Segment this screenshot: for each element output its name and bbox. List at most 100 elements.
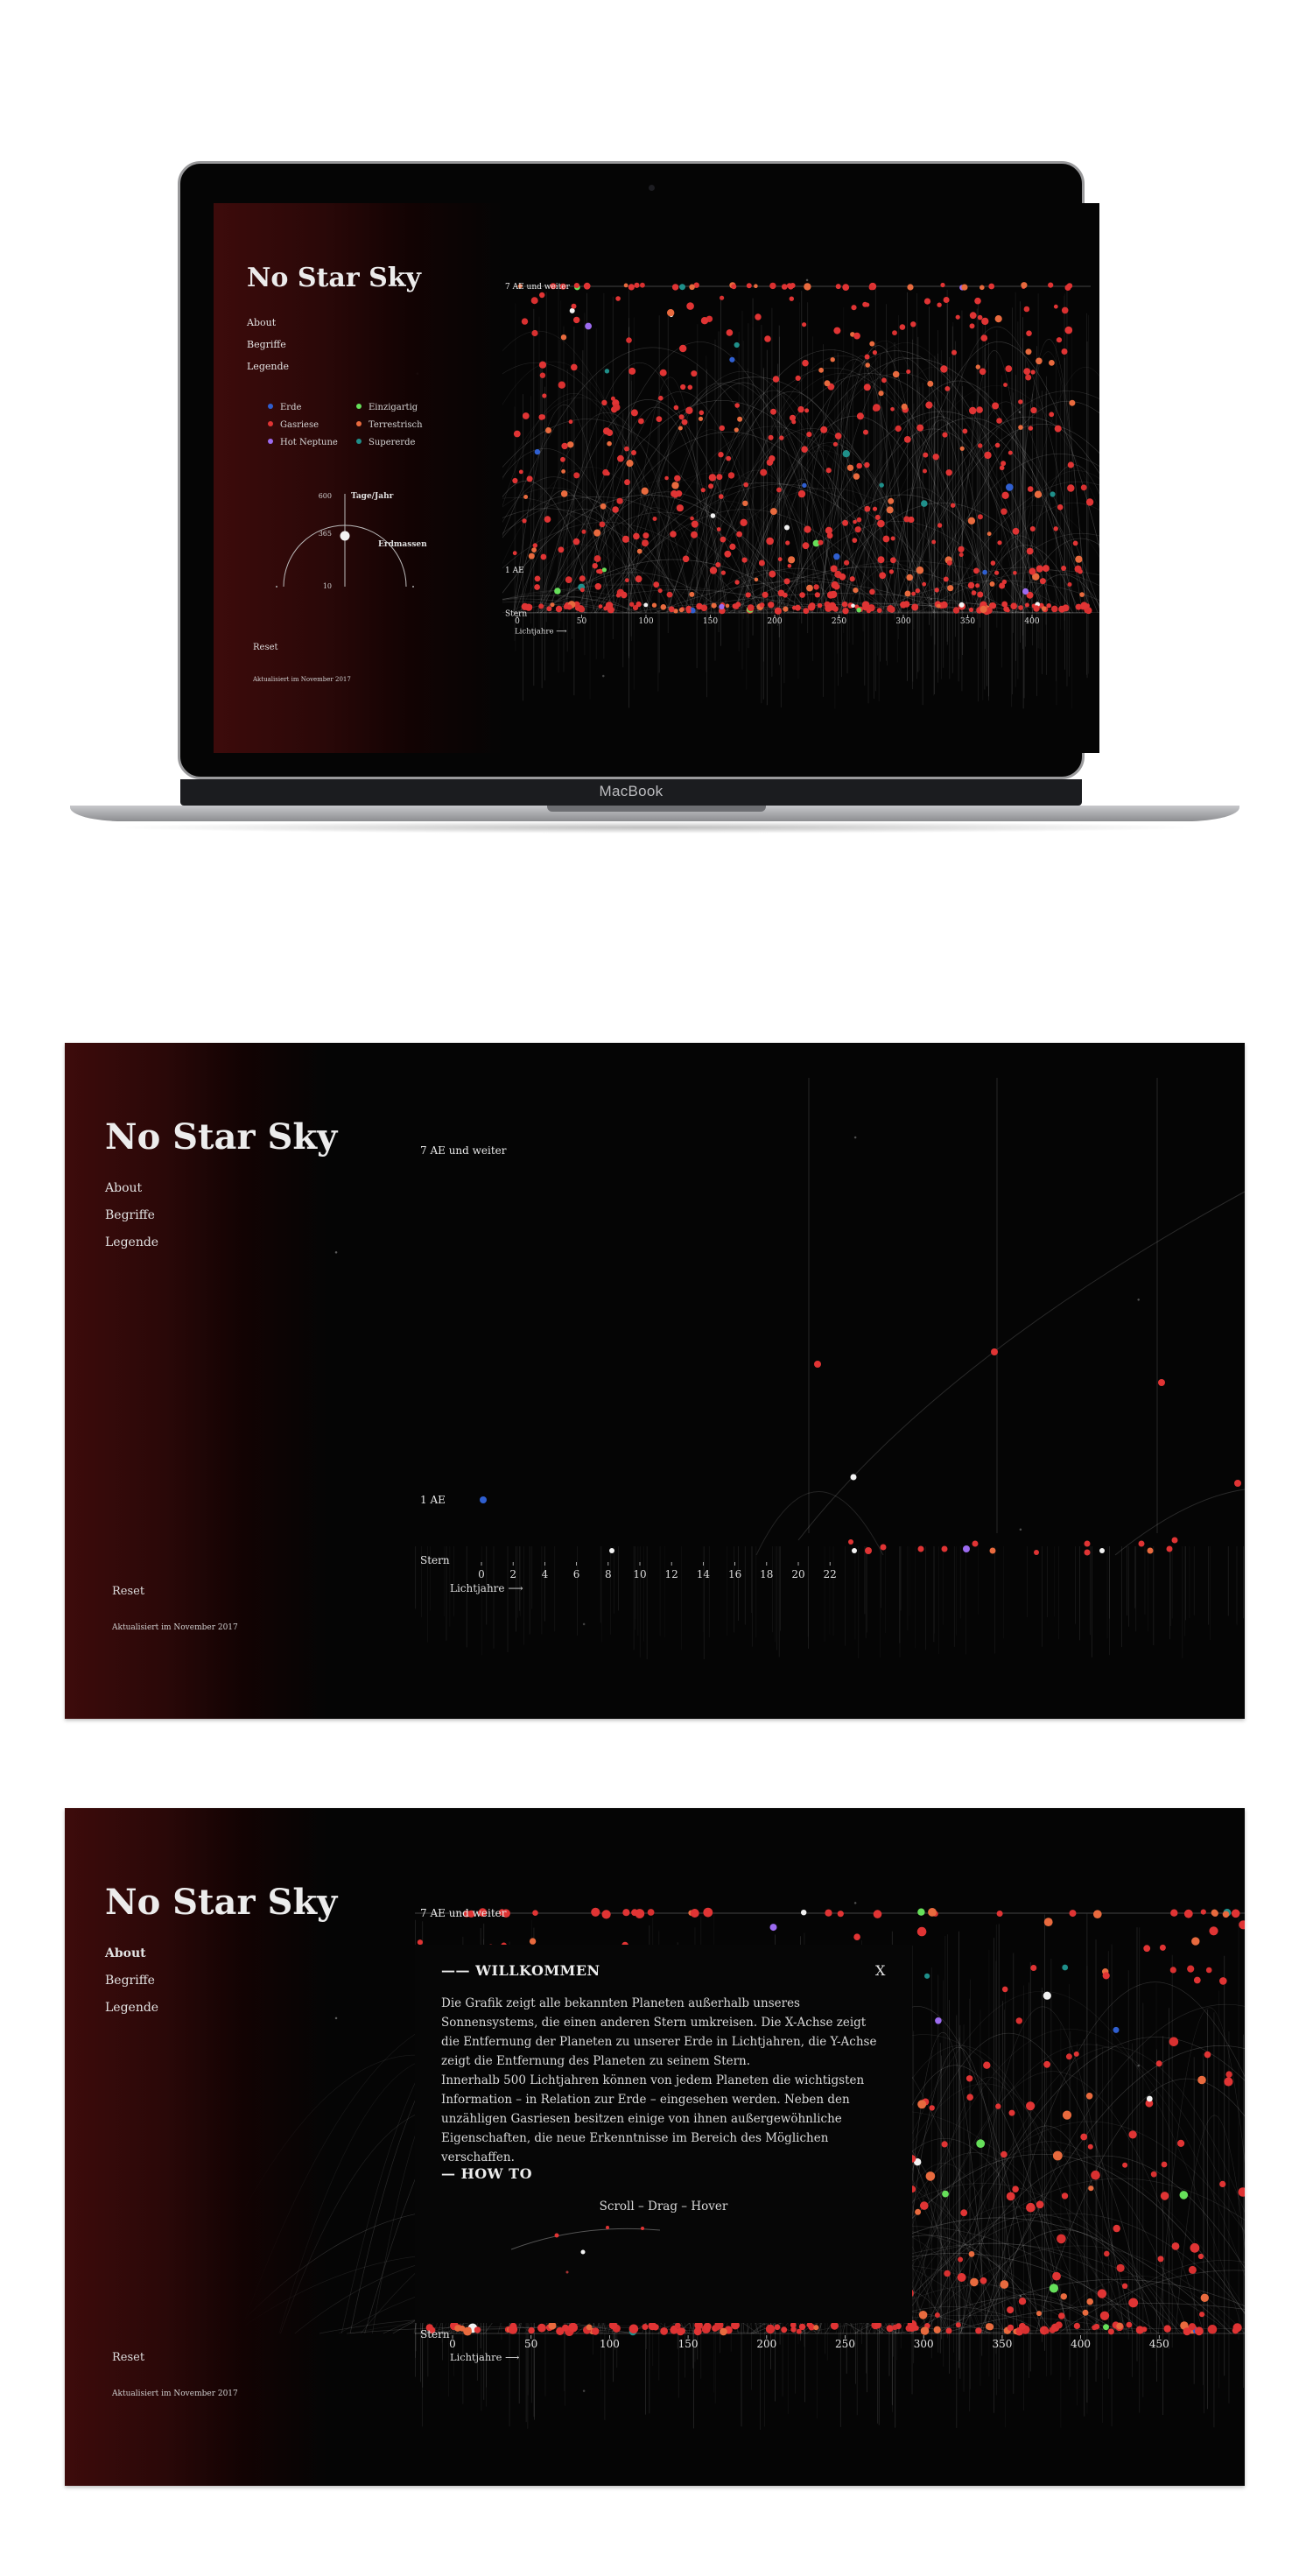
planet-point[interactable] <box>963 1545 970 1552</box>
planet-point[interactable] <box>978 443 983 448</box>
planet-point[interactable] <box>958 545 965 553</box>
planet-point[interactable] <box>1064 326 1073 334</box>
planet-point[interactable] <box>989 1547 996 1554</box>
planet-point[interactable] <box>1091 2170 1100 2180</box>
planet-point[interactable] <box>781 284 788 290</box>
planet-point[interactable] <box>1113 2224 1120 2233</box>
planet-point[interactable] <box>678 2327 685 2335</box>
planet-point[interactable] <box>984 451 992 460</box>
planet-point[interactable] <box>1097 2289 1107 2298</box>
planet-point[interactable] <box>769 508 777 516</box>
planet-point[interactable] <box>979 368 987 376</box>
planet-point[interactable] <box>1015 2017 1023 2024</box>
planet-point[interactable] <box>628 367 636 375</box>
planet-point[interactable] <box>999 465 1005 471</box>
planet-point[interactable] <box>691 531 698 538</box>
planet-point[interactable] <box>532 543 537 548</box>
planet-point[interactable] <box>1197 2253 1204 2260</box>
planet-point[interactable] <box>716 527 721 531</box>
planet-point[interactable] <box>636 548 642 554</box>
nav-about[interactable]: About <box>105 1946 146 1960</box>
planet-point[interactable] <box>997 540 1002 545</box>
planet-point[interactable] <box>972 1540 979 1547</box>
planet-point[interactable] <box>635 1909 645 1918</box>
planet-point[interactable] <box>1157 2256 1164 2263</box>
planet-point[interactable] <box>874 2321 882 2329</box>
planet-point[interactable] <box>1034 1550 1039 1555</box>
planet-point[interactable] <box>1061 2192 1069 2199</box>
planet-point[interactable] <box>768 602 775 609</box>
planet-point[interactable] <box>1121 2283 1128 2289</box>
planet-point[interactable] <box>872 506 878 511</box>
planet-point[interactable] <box>865 362 870 368</box>
planet-point[interactable] <box>700 317 709 325</box>
planet-point[interactable] <box>616 497 623 504</box>
planet-point[interactable] <box>990 560 996 566</box>
planet-point[interactable] <box>675 490 683 497</box>
planet-point[interactable] <box>601 1910 611 1919</box>
planet-point[interactable] <box>668 606 675 613</box>
planet-point[interactable] <box>647 1909 655 1916</box>
planet-point[interactable] <box>642 532 649 539</box>
planet-point[interactable] <box>1080 484 1087 491</box>
planet-point[interactable] <box>731 2320 740 2330</box>
planet-point[interactable] <box>794 604 801 611</box>
planet-point[interactable] <box>759 602 765 608</box>
planet-point[interactable] <box>642 539 649 547</box>
planet-point[interactable] <box>996 1911 1003 1917</box>
planet-point[interactable] <box>991 1348 998 1355</box>
planet-point[interactable] <box>813 584 819 590</box>
planet-point[interactable] <box>545 427 551 433</box>
planet-point[interactable] <box>556 2326 565 2335</box>
planet-point[interactable] <box>729 356 735 362</box>
planet-point[interactable] <box>610 396 615 401</box>
planet-point[interactable] <box>1155 2060 1162 2067</box>
planet-point[interactable] <box>1073 2051 1079 2057</box>
planet-point[interactable] <box>766 459 774 466</box>
planet-point[interactable] <box>538 603 544 609</box>
planet-point[interactable] <box>573 316 580 324</box>
planet-point[interactable] <box>1150 2171 1157 2178</box>
planet-point[interactable] <box>804 408 810 413</box>
planet-point[interactable] <box>554 588 561 595</box>
planet-point[interactable] <box>1207 2325 1218 2334</box>
planet-point[interactable] <box>834 433 842 440</box>
planet-point[interactable] <box>633 532 640 540</box>
planet-point[interactable] <box>975 2327 982 2334</box>
planet-point[interactable] <box>866 608 872 614</box>
planet-point[interactable] <box>1085 498 1094 506</box>
planet-point[interactable] <box>1088 2185 1094 2192</box>
planet-point[interactable] <box>769 1924 777 1932</box>
planet-point[interactable] <box>671 482 679 489</box>
planet-point[interactable] <box>765 2324 776 2334</box>
planet-point[interactable] <box>1166 1545 1173 1552</box>
planet-point[interactable] <box>1051 605 1058 613</box>
planet-point[interactable] <box>615 593 621 598</box>
planet-point[interactable] <box>1000 2280 1009 2289</box>
planet-point[interactable] <box>612 506 619 513</box>
planet-point[interactable] <box>849 576 855 582</box>
planet-point[interactable] <box>539 372 546 378</box>
planet-point[interactable] <box>886 506 894 514</box>
planet-point[interactable] <box>1116 2322 1123 2330</box>
planet-point[interactable] <box>974 297 981 305</box>
planet-point[interactable] <box>617 454 624 462</box>
planet-point[interactable] <box>932 454 939 461</box>
planet-point[interactable] <box>626 337 632 343</box>
planet-point[interactable] <box>670 2326 678 2334</box>
planet-point[interactable] <box>521 318 529 325</box>
planet-point[interactable] <box>818 539 824 545</box>
reset-button[interactable]: Reset <box>112 1585 145 1598</box>
planet-point[interactable] <box>910 321 916 327</box>
planet-point[interactable] <box>480 1496 487 1503</box>
planet-point[interactable] <box>882 535 890 543</box>
planet-point[interactable] <box>729 543 736 550</box>
planet-point[interactable] <box>933 2326 941 2333</box>
planet-point[interactable] <box>1008 2109 1015 2116</box>
planet-point[interactable] <box>992 402 1000 410</box>
planet-point[interactable] <box>795 375 801 381</box>
planet-point[interactable] <box>1012 527 1020 535</box>
planet-point[interactable] <box>1085 2093 1093 2100</box>
planet-point[interactable] <box>1197 2075 1206 2085</box>
planet-point[interactable] <box>764 335 771 342</box>
